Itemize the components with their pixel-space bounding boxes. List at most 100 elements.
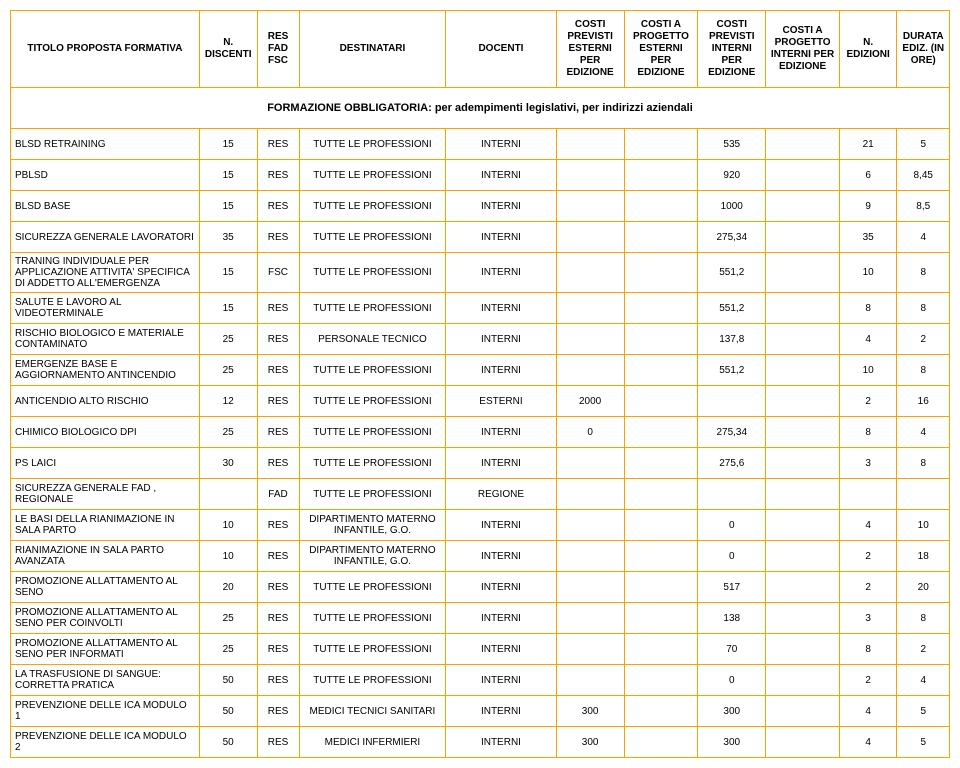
cell-c2 bbox=[624, 696, 697, 727]
cell-c3: 535 bbox=[698, 129, 766, 160]
cell-ed: 10 bbox=[839, 355, 897, 386]
cell-disc: 15 bbox=[199, 129, 257, 160]
cell-c3: 551,2 bbox=[698, 253, 766, 293]
cell-res: RES bbox=[257, 293, 299, 324]
cell-res: RES bbox=[257, 541, 299, 572]
cell-c1 bbox=[556, 572, 624, 603]
cell-res: RES bbox=[257, 386, 299, 417]
cell-title: TRANING INDIVIDUALE PER APPLICAZIONE ATT… bbox=[11, 253, 200, 293]
cell-doc: INTERNI bbox=[446, 355, 556, 386]
cell-dur: 8 bbox=[897, 253, 950, 293]
cell-doc: INTERNI bbox=[446, 603, 556, 634]
table-row: EMERGENZE BASE E AGGIORNAMENTO ANTINCEND… bbox=[11, 355, 950, 386]
cell-ed: 2 bbox=[839, 386, 897, 417]
cell-res: RES bbox=[257, 634, 299, 665]
cell-dest: TUTTE LE PROFESSIONI bbox=[299, 160, 446, 191]
cell-c4 bbox=[766, 129, 839, 160]
cell-dest: TUTTE LE PROFESSIONI bbox=[299, 417, 446, 448]
col-header-9: N. EDIZIONI bbox=[839, 11, 897, 88]
cell-dur: 2 bbox=[897, 324, 950, 355]
cell-c1 bbox=[556, 510, 624, 541]
cell-res: RES bbox=[257, 696, 299, 727]
cell-disc: 35 bbox=[199, 222, 257, 253]
col-header-4: DOCENTI bbox=[446, 11, 556, 88]
cell-ed: 2 bbox=[839, 665, 897, 696]
cell-res: FAD bbox=[257, 479, 299, 510]
col-header-2: RESFADFSC bbox=[257, 11, 299, 88]
cell-dur: 5 bbox=[897, 696, 950, 727]
cell-dur: 20 bbox=[897, 572, 950, 603]
cell-dest: MEDICI TECNICI SANITARI bbox=[299, 696, 446, 727]
cell-c4 bbox=[766, 324, 839, 355]
col-header-7: COSTI PREVISTI INTERNI PER EDIZIONE bbox=[698, 11, 766, 88]
cell-c1: 2000 bbox=[556, 386, 624, 417]
cell-dur bbox=[897, 479, 950, 510]
cell-c4 bbox=[766, 510, 839, 541]
cell-doc: INTERNI bbox=[446, 324, 556, 355]
cell-ed: 8 bbox=[839, 634, 897, 665]
cell-dur: 8 bbox=[897, 448, 950, 479]
cell-ed: 4 bbox=[839, 727, 897, 758]
cell-title: BLSD BASE bbox=[11, 191, 200, 222]
table-row: PBLSD15RESTUTTE LE PROFESSIONIINTERNI920… bbox=[11, 160, 950, 191]
cell-title: PBLSD bbox=[11, 160, 200, 191]
cell-disc: 25 bbox=[199, 324, 257, 355]
section-header: FORMAZIONE OBBLIGATORIA: per adempimenti… bbox=[11, 88, 950, 129]
cell-disc: 25 bbox=[199, 355, 257, 386]
cell-res: RES bbox=[257, 665, 299, 696]
cell-doc: INTERNI bbox=[446, 417, 556, 448]
cell-res: RES bbox=[257, 572, 299, 603]
cell-c3: 70 bbox=[698, 634, 766, 665]
cell-c1 bbox=[556, 634, 624, 665]
cell-disc: 25 bbox=[199, 417, 257, 448]
cell-dur: 8 bbox=[897, 603, 950, 634]
cell-c4 bbox=[766, 448, 839, 479]
cell-ed: 2 bbox=[839, 541, 897, 572]
cell-c3: 275,34 bbox=[698, 417, 766, 448]
cell-title: BLSD RETRAINING bbox=[11, 129, 200, 160]
cell-c3: 551,2 bbox=[698, 355, 766, 386]
cell-doc: INTERNI bbox=[446, 510, 556, 541]
cell-dest: TUTTE LE PROFESSIONI bbox=[299, 386, 446, 417]
cell-dur: 4 bbox=[897, 665, 950, 696]
cell-dest: TUTTE LE PROFESSIONI bbox=[299, 129, 446, 160]
table-row: BLSD BASE15RESTUTTE LE PROFESSIONIINTERN… bbox=[11, 191, 950, 222]
cell-res: FSC bbox=[257, 253, 299, 293]
col-header-3: DESTINATARI bbox=[299, 11, 446, 88]
cell-doc: INTERNI bbox=[446, 253, 556, 293]
cell-dur: 8,45 bbox=[897, 160, 950, 191]
cell-c3: 0 bbox=[698, 665, 766, 696]
cell-c1 bbox=[556, 541, 624, 572]
cell-dur: 4 bbox=[897, 417, 950, 448]
cell-c2 bbox=[624, 129, 697, 160]
cell-doc: INTERNI bbox=[446, 129, 556, 160]
cell-c4 bbox=[766, 417, 839, 448]
cell-c1 bbox=[556, 479, 624, 510]
cell-res: RES bbox=[257, 355, 299, 386]
cell-ed: 4 bbox=[839, 324, 897, 355]
cell-c3: 920 bbox=[698, 160, 766, 191]
cell-c4 bbox=[766, 386, 839, 417]
cell-ed: 10 bbox=[839, 253, 897, 293]
table-row: RIANIMAZIONE IN SALA PARTO AVANZATA10RES… bbox=[11, 541, 950, 572]
cell-title: PROMOZIONE ALLATTAMENTO AL SENO PER INFO… bbox=[11, 634, 200, 665]
cell-title: PREVENZIONE DELLE ICA MODULO 1 bbox=[11, 696, 200, 727]
col-header-8: COSTI A PROGETTO INTERNI PER EDIZIONE bbox=[766, 11, 839, 88]
cell-c3 bbox=[698, 386, 766, 417]
cell-c4 bbox=[766, 696, 839, 727]
cell-c4 bbox=[766, 191, 839, 222]
cell-res: RES bbox=[257, 510, 299, 541]
cell-disc: 25 bbox=[199, 603, 257, 634]
table-row: TRANING INDIVIDUALE PER APPLICAZIONE ATT… bbox=[11, 253, 950, 293]
cell-title: PROMOZIONE ALLATTAMENTO AL SENO PER COIN… bbox=[11, 603, 200, 634]
cell-dur: 18 bbox=[897, 541, 950, 572]
cell-dest: TUTTE LE PROFESSIONI bbox=[299, 355, 446, 386]
cell-c1 bbox=[556, 293, 624, 324]
cell-title: ANTICENDIO ALTO RISCHIO bbox=[11, 386, 200, 417]
table-row: PS LAICI30RESTUTTE LE PROFESSIONIINTERNI… bbox=[11, 448, 950, 479]
cell-c1: 0 bbox=[556, 417, 624, 448]
table-row: PROMOZIONE ALLATTAMENTO AL SENO PER COIN… bbox=[11, 603, 950, 634]
cell-doc: INTERNI bbox=[446, 696, 556, 727]
cell-dest: TUTTE LE PROFESSIONI bbox=[299, 253, 446, 293]
cell-title: RISCHIO BIOLOGICO E MATERIALE CONTAMINAT… bbox=[11, 324, 200, 355]
